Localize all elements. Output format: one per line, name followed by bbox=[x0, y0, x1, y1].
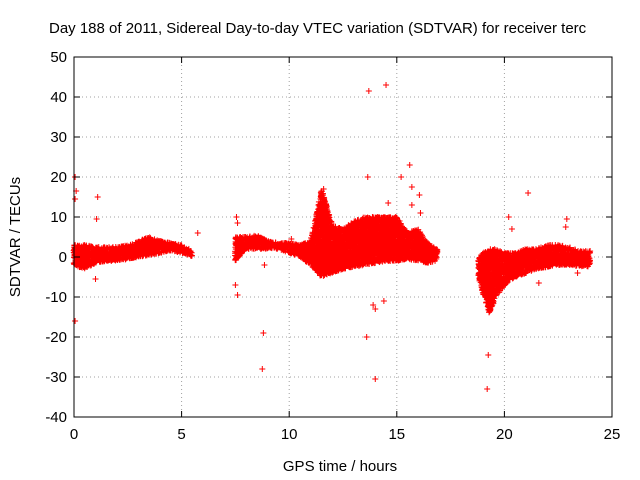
data-points bbox=[71, 82, 593, 392]
sdtvar-chart: 0 5 10 15 20 25-40-30-20-1001020304050 Day 18… bbox=[0, 0, 640, 480]
